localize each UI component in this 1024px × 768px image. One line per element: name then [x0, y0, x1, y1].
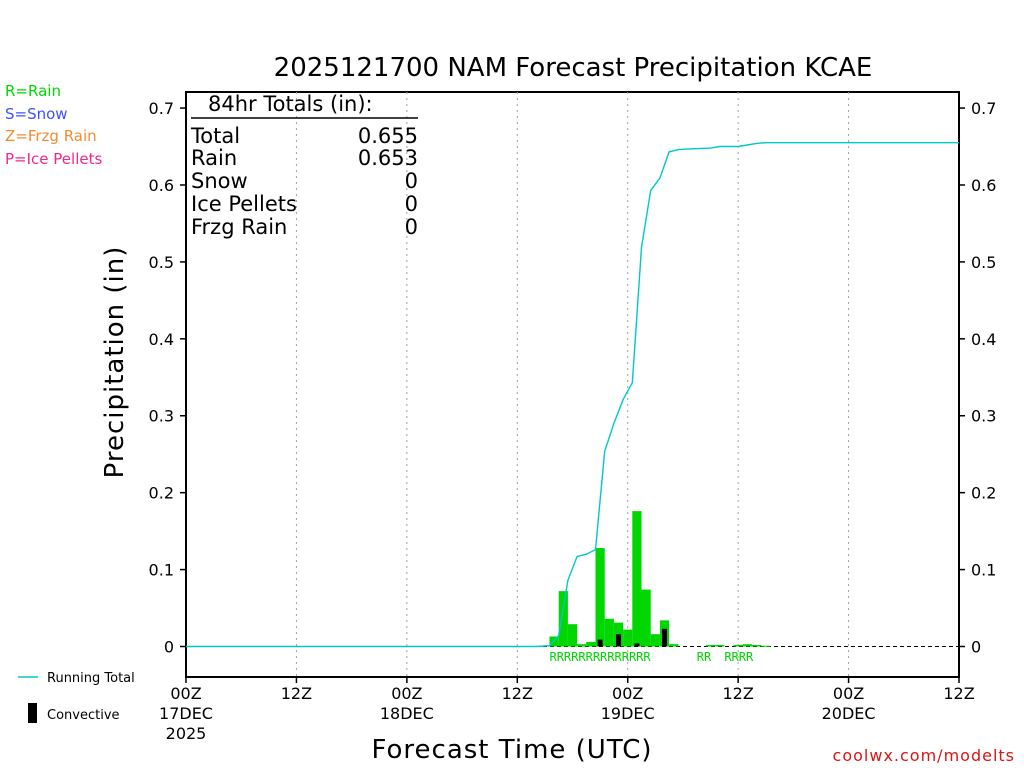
x-tick-label: 12Z: [722, 684, 753, 703]
legend-snow: S=Snow: [5, 105, 68, 123]
credit-link[interactable]: coolwx.com/modelts: [833, 746, 1015, 765]
y-tick-label-right: 0.6: [971, 176, 996, 195]
rain-bar: [733, 644, 743, 647]
running-total-line: [186, 142, 959, 648]
x-tick-label: 00Z: [612, 684, 643, 703]
totals-label-total: Total: [190, 124, 240, 148]
y-tick-label-left: 0.1: [149, 561, 174, 580]
x-tick-year-label: 2025: [166, 724, 207, 743]
convective-bar: [597, 639, 603, 647]
y-tick-label-right: 0.2: [971, 484, 996, 503]
legend-rain: R=Rain: [5, 82, 61, 100]
totals-value-ice-pellets: 0: [405, 192, 418, 216]
convective-bar: [634, 643, 640, 647]
totals-value-snow: 0: [405, 169, 418, 193]
totals-label-snow: Snow: [191, 169, 248, 193]
totals-box: 84hr Totals (in): Total 0.655 Rain 0.653…: [190, 92, 418, 239]
x-tick-label: 12Z: [281, 684, 312, 703]
totals-value-rain: 0.653: [358, 146, 418, 170]
rain-bar: [751, 644, 762, 647]
rain-bar: [595, 548, 605, 647]
rain-bar: [632, 511, 642, 647]
totals-label-ice-pellets: Ice Pellets: [191, 192, 297, 216]
ptype-label: RR: [697, 650, 712, 664]
ptype-label: RRRRRRRRRRRRRR: [549, 650, 651, 664]
rain-bar: [641, 589, 651, 647]
series-legend: Running Total Convective: [18, 671, 135, 723]
y-tick-label-right: 0.7: [971, 99, 996, 118]
rain-bar: [567, 624, 578, 647]
plot-frame: [185, 91, 960, 678]
rain-bar: [604, 618, 614, 647]
x-tick-label: 00Z: [833, 684, 864, 703]
convective-legend-label: Convective: [47, 708, 120, 723]
rain-bar: [623, 629, 633, 647]
y-tick-label-right: 0.4: [971, 330, 996, 349]
rain-bar: [705, 644, 716, 647]
convective-swatch: [28, 703, 37, 723]
totals-label-frzg-rain: Frzg Rain: [191, 215, 287, 239]
rain-bar: [558, 591, 568, 647]
rain-bar: [761, 645, 771, 647]
convective-bar: [662, 628, 668, 647]
y-tick-label-left: 0.6: [149, 176, 174, 195]
legend-ice-pellets: P=Ice Pellets: [5, 150, 102, 168]
y-tick-label-right: 0.3: [971, 407, 996, 426]
totals-label-rain: Rain: [191, 146, 237, 170]
totals-heading: 84hr Totals (in):: [208, 92, 373, 116]
totals-value-frzg-rain: 0: [405, 215, 418, 239]
running-total-legend-label: Running Total: [47, 671, 135, 686]
y-tick-label-right: 0.5: [971, 253, 996, 272]
rain-bar: [742, 644, 752, 647]
y-tick-label-left: 0.5: [149, 253, 174, 272]
y-tick-label-left: 0.2: [149, 484, 174, 503]
y-tick-label-left: 0.4: [149, 330, 174, 349]
y-tick-label-left: 0.7: [149, 99, 174, 118]
y-tick-label-left: 0.3: [149, 407, 174, 426]
totals-value-total: 0.655: [358, 124, 418, 148]
x-tick-date-label: 20DEC: [822, 704, 876, 723]
x-tick-date-label: 19DEC: [601, 704, 655, 723]
x-tick-label: 00Z: [170, 684, 201, 703]
rain-bar: [586, 641, 596, 647]
legend-frzg-rain: Z=Frzg Rain: [5, 127, 97, 145]
y-tick-label-left: 0: [164, 638, 174, 657]
convective-bar: [616, 634, 622, 647]
rain-bar: [577, 644, 587, 647]
x-tick-date-label: 18DEC: [380, 704, 434, 723]
y-tick-label-right: 0: [971, 638, 981, 657]
ptype-legend: R=Rain S=Snow Z=Frzg Rain P=Ice Pellets: [5, 82, 102, 168]
rain-bar: [715, 644, 725, 647]
x-tick-label: 12Z: [943, 684, 974, 703]
ptype-label: RRRR: [724, 650, 754, 664]
y-axis-title: Precipitation (in): [100, 246, 130, 479]
chart-title: 2025121700 NAM Forecast Precipitation KC…: [274, 53, 873, 83]
rain-bar: [669, 644, 679, 647]
x-tick-label: 00Z: [391, 684, 422, 703]
plot-area: 0 00.1 0.10.2 0.20.3 0.30.4 0.40.5 0.50.6 0.60.…: [149, 91, 996, 743]
x-tick-label: 12Z: [502, 684, 533, 703]
x-tick-date-label: 17DEC: [159, 704, 213, 723]
x-axis-title: Forecast Time (UTC): [371, 735, 652, 765]
rain-bar: [650, 634, 660, 647]
y-tick-label-right: 0.1: [971, 561, 996, 580]
